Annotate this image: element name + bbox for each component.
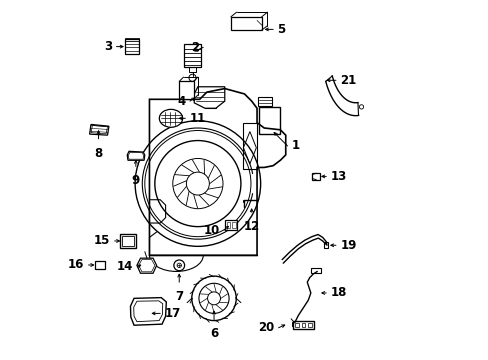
- Text: 11: 11: [189, 112, 205, 125]
- Text: 7: 7: [175, 290, 183, 303]
- Polygon shape: [183, 44, 201, 67]
- Text: 6: 6: [209, 327, 218, 340]
- Polygon shape: [310, 268, 321, 273]
- Text: 20: 20: [258, 321, 274, 334]
- Ellipse shape: [159, 109, 182, 127]
- Polygon shape: [127, 151, 144, 160]
- Polygon shape: [120, 234, 136, 248]
- Text: 1: 1: [291, 139, 299, 152]
- Polygon shape: [225, 220, 237, 230]
- Text: 10: 10: [203, 224, 219, 237]
- Text: 14: 14: [117, 260, 133, 273]
- Polygon shape: [230, 17, 261, 30]
- Polygon shape: [95, 261, 105, 269]
- Polygon shape: [137, 258, 156, 273]
- Text: 18: 18: [330, 287, 346, 300]
- Text: 9: 9: [131, 174, 140, 187]
- Text: 8: 8: [94, 147, 102, 159]
- Text: 17: 17: [164, 307, 181, 320]
- Text: 15: 15: [94, 234, 110, 247]
- Text: 13: 13: [330, 170, 346, 183]
- Polygon shape: [130, 298, 166, 325]
- Text: 16: 16: [68, 258, 84, 271]
- Text: 4: 4: [177, 95, 185, 108]
- Polygon shape: [149, 89, 285, 255]
- Polygon shape: [179, 81, 193, 99]
- Text: 21: 21: [340, 74, 356, 87]
- Text: 12: 12: [243, 220, 259, 233]
- Text: 5: 5: [277, 23, 285, 36]
- Polygon shape: [293, 321, 313, 329]
- Polygon shape: [89, 125, 109, 135]
- Text: 2: 2: [190, 41, 199, 54]
- Text: 3: 3: [104, 40, 112, 53]
- Text: 19: 19: [340, 239, 356, 252]
